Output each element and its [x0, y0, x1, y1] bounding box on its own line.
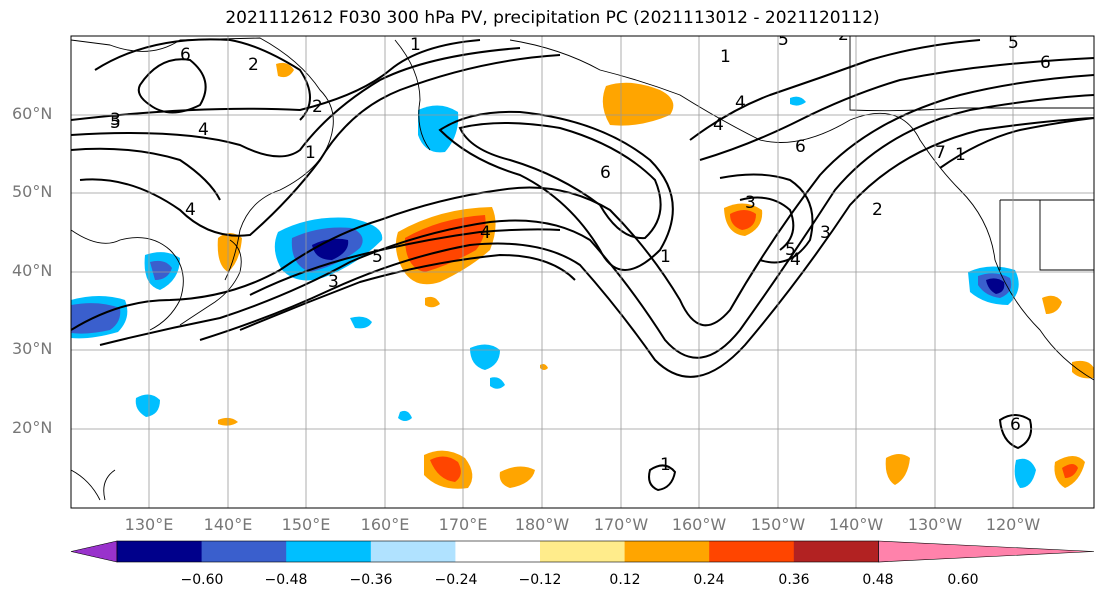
- colorbar-tick: 0.24: [693, 572, 725, 588]
- lon-label-150e: 150°E: [281, 515, 331, 534]
- contour-label: 5: [110, 113, 121, 133]
- colorbar-segment: [455, 541, 541, 562]
- graticule: [71, 36, 1094, 508]
- lat-label-30n: 30°N: [12, 339, 53, 358]
- contour-label: 1: [410, 35, 421, 55]
- colorbar-tick: 0.48: [862, 572, 894, 588]
- contour-label: 2: [248, 55, 259, 75]
- lat-label-20n: 20°N: [12, 418, 53, 437]
- map-frame: [70, 35, 1095, 509]
- lon-label-130w: 130°W: [907, 515, 963, 534]
- lon-label-140e: 140°E: [203, 515, 253, 534]
- lon-label-160w: 160°W: [671, 515, 727, 534]
- contour-label: 6: [180, 45, 191, 65]
- pv-contours: [71, 38, 1094, 492]
- contour-label: 6: [1010, 415, 1021, 435]
- contour-label: 4: [735, 93, 746, 113]
- contour-label: 6: [1040, 53, 1051, 73]
- contour-label: 4: [185, 200, 196, 220]
- colorbar-tick: −0.24: [434, 572, 478, 588]
- colorbar-tick: −0.12: [518, 572, 562, 588]
- contour-label: 4: [480, 223, 491, 243]
- contour-label: 2: [872, 200, 883, 220]
- colorbar-segment: [709, 541, 795, 562]
- contour-label: 5: [372, 247, 383, 267]
- contour-label: 4: [713, 115, 724, 135]
- contour-label: 7: [935, 143, 946, 163]
- contour-label: 1: [660, 247, 671, 267]
- colorbar-tick: −0.60: [180, 572, 224, 588]
- contour-label: 6: [600, 163, 611, 183]
- lat-label-40n: 40°N: [12, 261, 53, 280]
- lon-label-180w: 180°W: [514, 515, 570, 534]
- colorbar-tick: 0.36: [778, 572, 810, 588]
- colorbar-segment: [540, 541, 626, 562]
- lon-label-150w: 150°W: [750, 515, 806, 534]
- colorbar-extend-right: [878, 540, 1095, 563]
- colorbar-segment: [793, 541, 879, 562]
- contour-label: 2: [312, 97, 323, 117]
- colorbar-tick: −0.36: [349, 572, 393, 588]
- contour-label: 4: [198, 120, 209, 140]
- colorbar-tick: 0.60: [947, 572, 979, 588]
- lon-label-170w: 170°W: [593, 515, 649, 534]
- contour-label: 5: [785, 240, 796, 260]
- contour-label: 1: [720, 47, 731, 67]
- lon-label-140w: 140°W: [828, 515, 884, 534]
- colorbar-segment: [624, 541, 710, 562]
- contour-label: 4: [790, 250, 801, 270]
- colorbar-outline: [116, 540, 879, 563]
- colorbar: [70, 540, 1095, 563]
- lon-label-130e: 130°E: [124, 515, 174, 534]
- contour-label: 6: [795, 137, 806, 157]
- lat-label-50n: 50°N: [12, 182, 53, 201]
- lon-label-160e: 160°E: [360, 515, 410, 534]
- contour-label: 3: [110, 110, 121, 130]
- contour-label: 2: [838, 25, 849, 45]
- lon-label-170e: 170°E: [438, 515, 488, 534]
- contour-label: 3: [820, 223, 831, 243]
- colorbar-tick: −0.48: [264, 572, 308, 588]
- contour-label: 1: [305, 143, 316, 163]
- contour-label: 1: [660, 455, 671, 475]
- colorbar-tick: 0.12: [609, 572, 641, 588]
- colorbar-segment: [201, 541, 287, 562]
- contour-label: 1: [955, 145, 966, 165]
- lon-label-120w: 120°W: [985, 515, 1041, 534]
- contour-label: 5: [1008, 33, 1019, 53]
- coastlines: [71, 36, 1094, 501]
- colorbar-segment: [117, 541, 203, 562]
- map-title: 2021112612 F030 300 hPa PV, precipitatio…: [225, 8, 880, 28]
- contour-label: 3: [328, 272, 339, 292]
- contour-label: 5: [778, 30, 789, 50]
- colorbar-segment: [370, 541, 456, 562]
- colorbar-extend-left: [70, 540, 118, 563]
- lat-label-60n: 60°N: [12, 104, 53, 123]
- contour-label: 3: [745, 193, 756, 213]
- colorbar-segment: [286, 541, 372, 562]
